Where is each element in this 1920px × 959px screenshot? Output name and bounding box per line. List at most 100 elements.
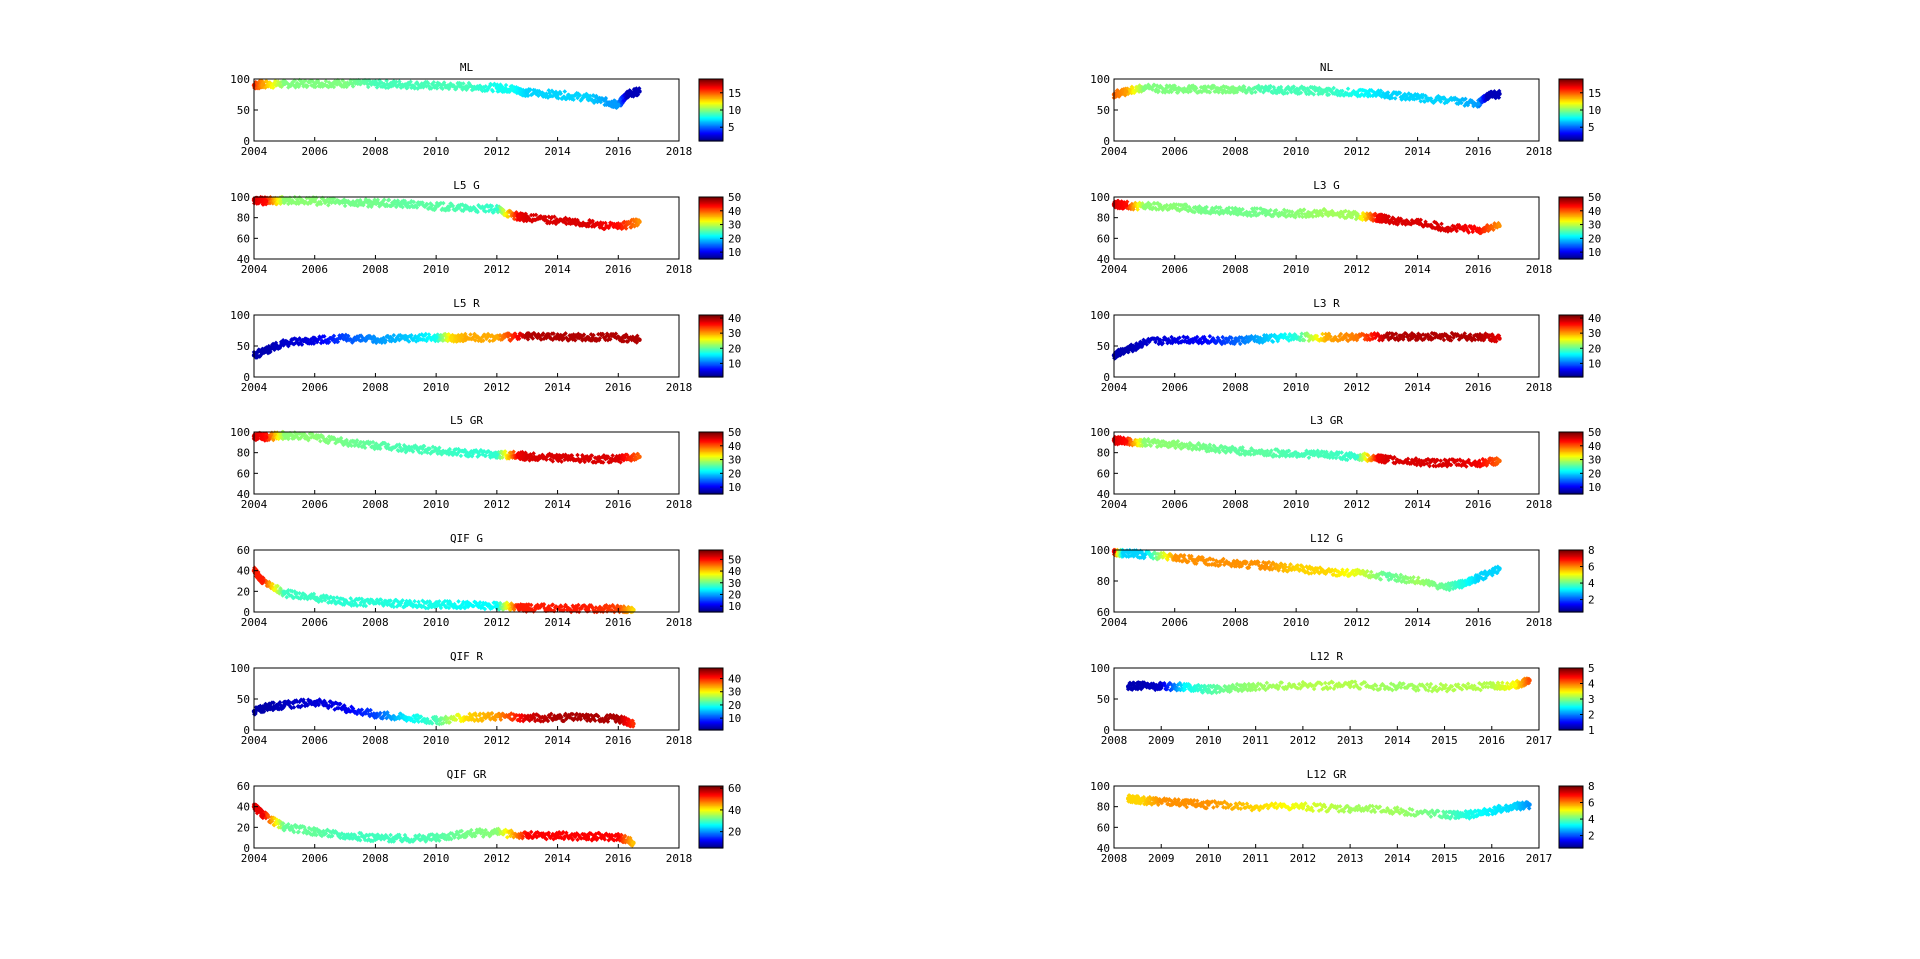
- panel-l5gr-xtick-label: 2018: [666, 498, 693, 511]
- panel-l5g-data-point: [585, 221, 591, 227]
- panel-l5r-data-point: [312, 337, 317, 342]
- panel-l5r-data-point: [555, 334, 560, 339]
- panel-qifg-colorbar-tick-label: 40: [728, 565, 741, 578]
- panel-qifr-title: QIF R: [450, 650, 483, 663]
- panel-l5g-point: [441, 200, 446, 206]
- panel-qifgr-ytick-label: 0: [243, 842, 250, 855]
- panel-l5gr-xtick-label: 2010: [423, 498, 450, 511]
- panel-qifg-data-point: [464, 602, 469, 607]
- panel-l5g-colorbar-tick-label: 30: [728, 219, 741, 232]
- panel-l5r-xtick-label: 2018: [666, 381, 693, 394]
- panel-ml-xtick-label: 2008: [362, 145, 389, 158]
- panel-qifgr-colorbar-tick-label: 20: [728, 826, 741, 839]
- panel-l5g-data-point: [373, 201, 378, 206]
- panel-l5gr-data-point: [342, 440, 348, 445]
- panel-l5gr-points: [251, 429, 642, 465]
- panel-l5g-xtick-label: 2010: [423, 263, 450, 276]
- panel-ml-point: [344, 84, 349, 90]
- panel-l5gr-data-point: [494, 452, 500, 457]
- panel-qifg-data-point: [403, 601, 408, 606]
- panel-l5r-data-point: [494, 335, 500, 340]
- panel-ml-xtick-label: 2016: [605, 145, 632, 158]
- panel-qifg-xtick-label: 2012: [484, 616, 511, 629]
- panel-ml-data-point: [312, 81, 317, 86]
- panel-l5gr-data-point: [616, 456, 621, 462]
- panel-qifg-data-point: [260, 578, 266, 584]
- panel-qifr-xtick-label: 2018: [666, 734, 693, 747]
- panel-qifr-ytick-label: 100: [230, 662, 250, 675]
- panel-qifr-data-point: [464, 715, 469, 720]
- panel-qifg-data-point: [585, 606, 591, 612]
- panel-qifg-data-point: [525, 605, 530, 611]
- panel-ml-ytick-label: 50: [237, 104, 250, 117]
- panel-l5r-title: L5 R: [453, 297, 480, 310]
- panel-l5r-axes: [253, 314, 680, 378]
- panel-qifgr-points: [251, 801, 636, 848]
- panel-l5r-colorbar-tick-label: 30: [728, 327, 741, 340]
- panel-qifgr-data-point: [260, 812, 266, 818]
- panel-qifgr-ytick-label: 60: [237, 780, 250, 793]
- panel-qifg-colorbar-tick-label: 30: [728, 577, 741, 590]
- panel-qifr-xtick-label: 2016: [605, 734, 632, 747]
- panel-ml-xtick-label: 2012: [484, 145, 511, 158]
- panel-l5gr-point: [458, 453, 464, 459]
- panel-qifg-xtick-label: 2008: [362, 616, 389, 629]
- panel-ml-data-point: [637, 89, 642, 94]
- panel-qifg-data-point: [494, 603, 500, 608]
- panel-l5gr-title: L5 GR: [450, 414, 483, 427]
- panel-qifg-ytick-label: 60: [237, 544, 250, 557]
- panel-qifgr-data-point: [403, 836, 408, 841]
- panel-qifgr-data-point: [373, 835, 378, 840]
- panel-l5gr-xtick-label: 2006: [301, 498, 328, 511]
- panel-l5r-data-point: [266, 346, 272, 352]
- panel-l5g-data-point: [494, 207, 500, 212]
- panel-ml-colorbar-tick-label: 5: [728, 121, 735, 134]
- panel-l5gr-data-point: [433, 448, 439, 453]
- panel-l5r-xtick-label: 2014: [544, 381, 571, 394]
- panel-l5g-colorbar-tick-label: 40: [728, 205, 741, 218]
- panel-ml-xtick-label: 2010: [423, 145, 450, 158]
- panel-ml-point: [331, 84, 337, 90]
- panel-l5gr-data-point: [282, 432, 287, 438]
- panel-ml-data-point: [282, 81, 287, 87]
- panel-ml-data-point: [616, 102, 621, 108]
- panel-qifg-data-point: [282, 591, 287, 596]
- panel-l5g-points: [251, 194, 642, 232]
- panel-qifr-data-point: [266, 704, 272, 709]
- panel-ml-colorbar-tick-label: 15: [728, 87, 741, 100]
- panel-l5g-xtick-label: 2008: [362, 263, 389, 276]
- panel-qifr-xtick-label: 2012: [484, 734, 511, 747]
- panel-l5gr-data-point: [525, 454, 530, 459]
- panel-l5gr-xtick-label: 2014: [544, 498, 571, 511]
- panel-qifr-data-point: [312, 699, 317, 705]
- panel-qifgr-data-point: [494, 830, 500, 835]
- panel-l5gr-colorbar-tick-label: 40: [728, 440, 741, 453]
- panel-qifgr-ytick-label: 20: [237, 821, 250, 834]
- panel-ml-points: [251, 77, 642, 111]
- panel-qifg-colorbar-tick-label: 50: [728, 553, 741, 566]
- panel-l5g-data-point: [464, 206, 469, 211]
- panel-ml-data-point: [433, 83, 439, 89]
- panel-qifg-data-point: [631, 607, 636, 613]
- panel-l5r-data-point: [403, 335, 408, 341]
- panel-l5g-xtick-label: 2012: [484, 263, 511, 276]
- panel-l5g-ytick-label: 40: [237, 253, 250, 266]
- panel-l5r-data-point: [464, 335, 469, 340]
- panel-qifgr-data-point: [312, 829, 317, 834]
- panel-l5g-data-point: [282, 197, 287, 203]
- panel-qifr-xtick-label: 2014: [544, 734, 571, 747]
- panel-ml-xtick-label: 2006: [301, 145, 328, 158]
- panel-l5r-data-point: [585, 335, 591, 340]
- panel-ml-data-point: [625, 91, 630, 97]
- panel-l5r-colorbar-tick-label: 10: [728, 357, 741, 370]
- panel-qifgr-data-point: [525, 833, 530, 838]
- panel-l5r-ytick-label: 50: [237, 340, 250, 353]
- panel-l5g-colorbar-tick-label: 20: [728, 232, 741, 245]
- panel-ml-point: [365, 84, 371, 90]
- panel-qifgr-data-point: [342, 833, 348, 838]
- panel-l5gr-ytick-label: 100: [230, 426, 250, 439]
